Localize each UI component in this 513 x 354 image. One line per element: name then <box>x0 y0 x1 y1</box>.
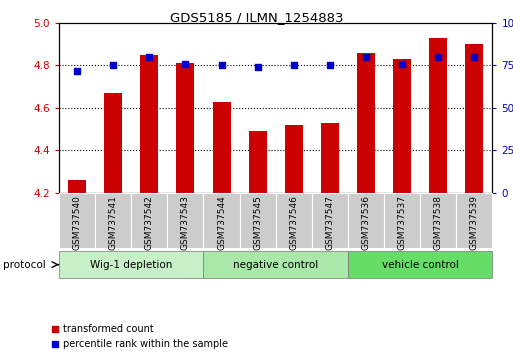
Point <box>145 54 153 60</box>
Bar <box>212 102 230 193</box>
Bar <box>321 123 339 193</box>
Text: GSM737538: GSM737538 <box>434 195 443 250</box>
Text: vehicle control: vehicle control <box>382 259 459 270</box>
Point <box>73 68 81 73</box>
Bar <box>59 193 95 248</box>
Point <box>181 61 189 67</box>
Bar <box>95 193 131 248</box>
Bar <box>167 193 204 248</box>
Bar <box>393 59 411 193</box>
Text: protocol: protocol <box>3 259 45 270</box>
Bar <box>429 38 447 193</box>
Point <box>253 64 262 70</box>
Bar <box>204 251 348 278</box>
Bar <box>104 93 122 193</box>
Text: GSM737541: GSM737541 <box>109 195 117 250</box>
Bar <box>176 63 194 193</box>
Text: GSM737547: GSM737547 <box>325 195 334 250</box>
Bar <box>465 44 483 193</box>
Text: GDS5185 / ILMN_1254883: GDS5185 / ILMN_1254883 <box>170 11 343 24</box>
Point <box>362 54 370 60</box>
Text: Wig-1 depletion: Wig-1 depletion <box>90 259 172 270</box>
Bar <box>457 193 492 248</box>
Text: GSM737542: GSM737542 <box>145 195 154 250</box>
Text: GSM737539: GSM737539 <box>470 195 479 250</box>
Bar <box>140 55 159 193</box>
Bar <box>131 193 167 248</box>
Bar <box>285 125 303 193</box>
Text: GSM737545: GSM737545 <box>253 195 262 250</box>
Point <box>434 54 442 60</box>
Point <box>218 63 226 68</box>
Bar <box>420 193 457 248</box>
Text: GSM737543: GSM737543 <box>181 195 190 250</box>
Point <box>290 63 298 68</box>
Bar <box>204 193 240 248</box>
Text: GSM737544: GSM737544 <box>217 195 226 250</box>
Text: negative control: negative control <box>233 259 319 270</box>
Bar <box>59 251 204 278</box>
Text: GSM737536: GSM737536 <box>362 195 370 250</box>
Bar <box>312 193 348 248</box>
Bar <box>357 53 375 193</box>
Bar <box>249 131 267 193</box>
Point <box>398 61 406 67</box>
Text: GSM737546: GSM737546 <box>289 195 298 250</box>
Bar <box>275 193 312 248</box>
Point <box>109 63 117 68</box>
Text: GSM737537: GSM737537 <box>398 195 407 250</box>
Bar <box>240 193 275 248</box>
Bar <box>384 193 420 248</box>
Bar <box>68 180 86 193</box>
Text: GSM737540: GSM737540 <box>72 195 82 250</box>
Point <box>470 54 479 60</box>
Bar <box>348 251 492 278</box>
Legend: transformed count, percentile rank within the sample: transformed count, percentile rank withi… <box>51 324 228 349</box>
Point <box>326 63 334 68</box>
Bar <box>348 193 384 248</box>
